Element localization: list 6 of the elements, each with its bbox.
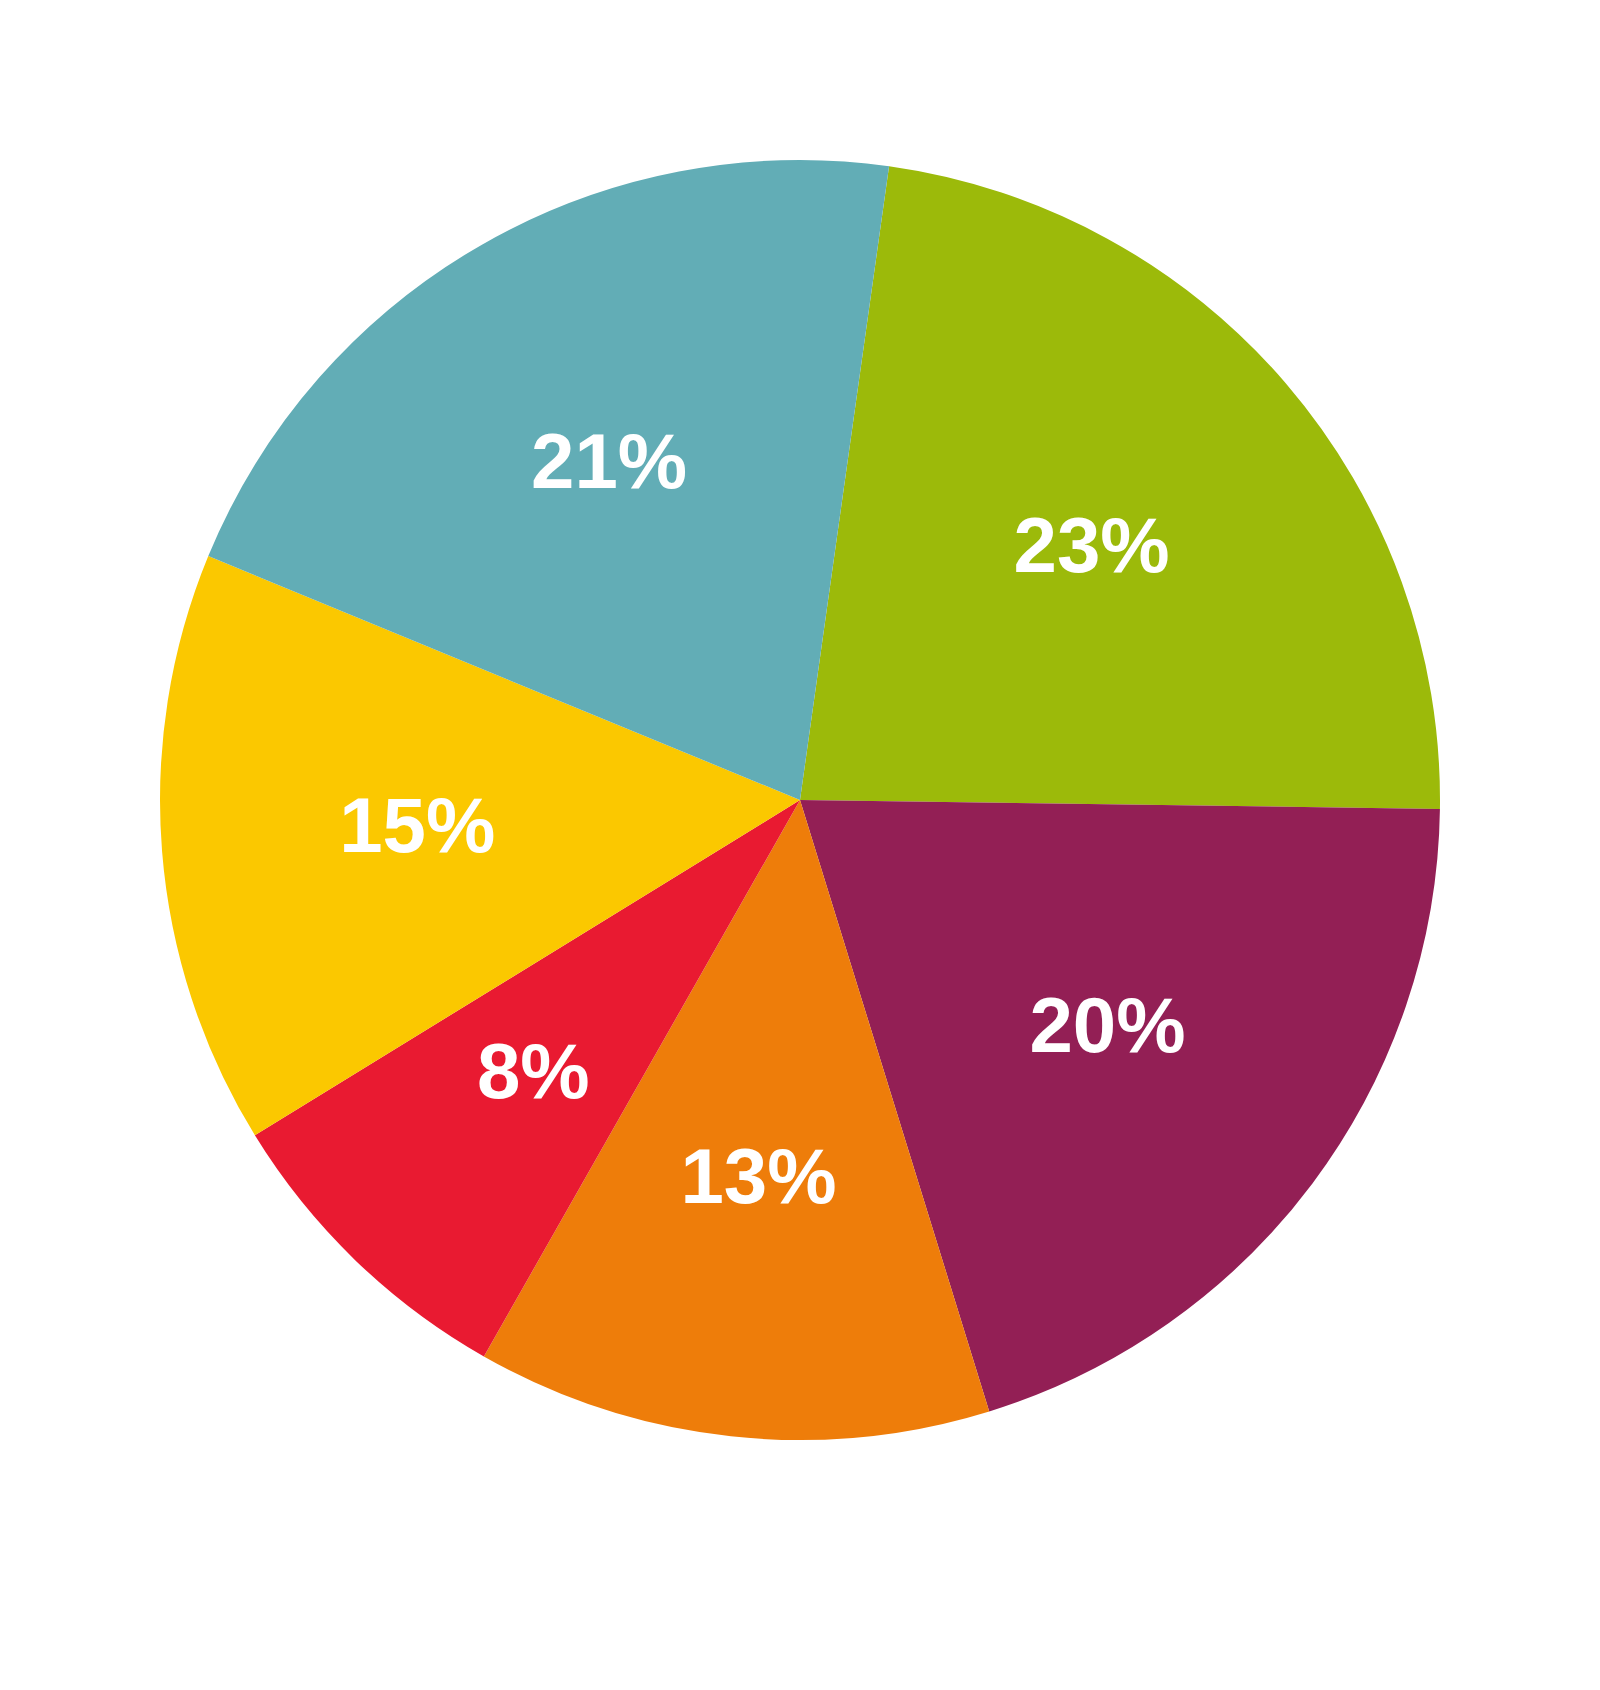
- data-label: 15%: [339, 781, 496, 870]
- data-label: 21%: [531, 417, 688, 506]
- data-label: 20%: [1029, 980, 1186, 1069]
- data-label: 13%: [680, 1132, 837, 1221]
- data-label: 23%: [1013, 500, 1170, 589]
- data-label: 8%: [476, 1026, 590, 1115]
